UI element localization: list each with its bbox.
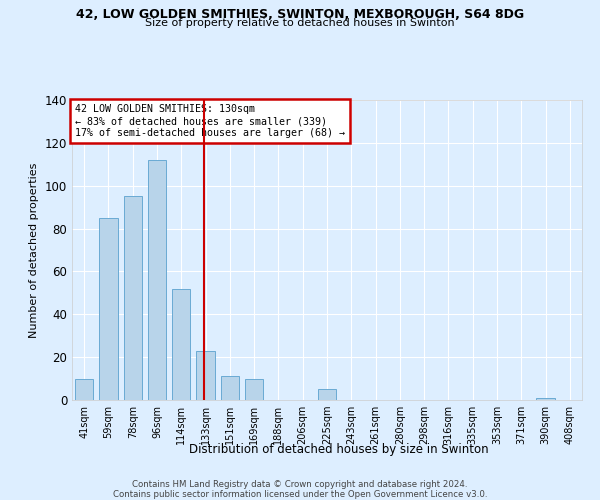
Bar [75,378,93,400]
Text: Distribution of detached houses by size in Swinton: Distribution of detached houses by size … [189,442,489,456]
Bar [245,378,263,400]
Bar [196,350,215,400]
Bar [318,390,336,400]
Y-axis label: Number of detached properties: Number of detached properties [29,162,39,338]
Text: Contains HM Land Registry data © Crown copyright and database right 2024.: Contains HM Land Registry data © Crown c… [132,480,468,489]
Text: 42, LOW GOLDEN SMITHIES, SWINTON, MEXBOROUGH, S64 8DG: 42, LOW GOLDEN SMITHIES, SWINTON, MEXBOR… [76,8,524,20]
Bar [100,218,118,400]
Bar [172,288,190,400]
Text: Contains public sector information licensed under the Open Government Licence v3: Contains public sector information licen… [113,490,487,499]
Bar [221,376,239,400]
Text: Size of property relative to detached houses in Swinton: Size of property relative to detached ho… [145,18,455,28]
Bar [124,196,142,400]
Bar [536,398,554,400]
Text: 42 LOW GOLDEN SMITHIES: 130sqm
← 83% of detached houses are smaller (339)
17% of: 42 LOW GOLDEN SMITHIES: 130sqm ← 83% of … [74,104,344,138]
Bar [148,160,166,400]
